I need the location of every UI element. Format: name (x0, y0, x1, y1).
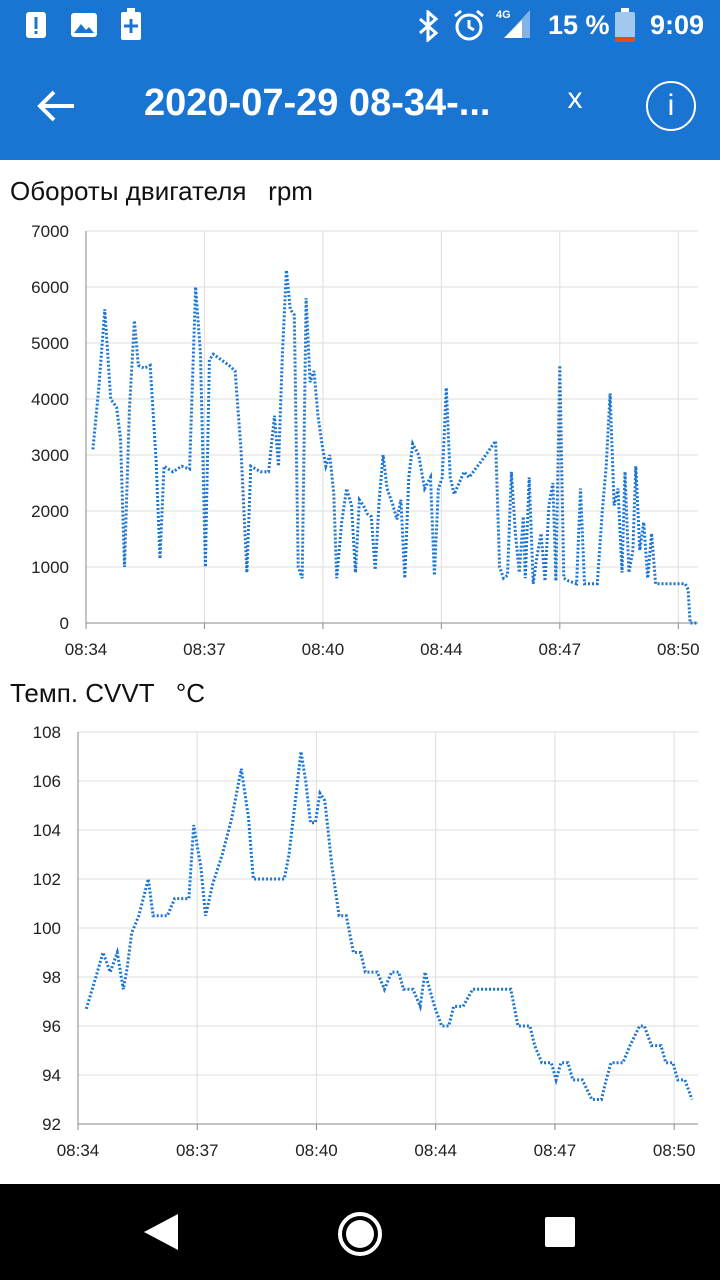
rpm-ytick-label: 2000 (31, 502, 69, 521)
rpm-ytick-label: 6000 (31, 278, 69, 297)
cvvt-xtick-label: 08:37 (176, 1141, 219, 1160)
rpm-ytick-label: 1000 (31, 558, 69, 577)
alert-icon (26, 12, 46, 38)
cvvt-ytick-label: 108 (33, 723, 61, 742)
battery-icon (615, 8, 635, 42)
rpm-xtick-label: 08:40 (302, 640, 345, 659)
cvvt-xtick-label: 08:50 (653, 1141, 696, 1160)
cvvt-ytick-label: 92 (42, 1115, 61, 1134)
page-title: 2020-07-29 08-34-... (144, 82, 491, 124)
rpm-xtick-label: 08:50 (657, 640, 700, 659)
cvvt-chart: 92 94 96 98 100 102 104 106 108 08:34 08:37 08:40 08… (33, 723, 698, 1160)
rpm-chart: 0 1000 2000 3000 4000 5000 6000 7000 08:34 08:37 0… (31, 222, 700, 659)
bluetooth-icon (419, 10, 439, 42)
cvvt-series-line (84, 751, 694, 1101)
alarm-icon (454, 9, 484, 41)
signal-icon: 4G (496, 9, 530, 38)
cvvt-ytick-label: 106 (33, 772, 61, 791)
cvvt-ytick-label: 104 (33, 821, 61, 840)
rpm-xtick-label: 08:44 (420, 640, 463, 659)
cvvt-ytick-label: 94 (42, 1066, 61, 1085)
info-button[interactable]: i (646, 81, 696, 131)
battery-plus-icon (121, 8, 141, 40)
cvvt-xtick-label: 08:44 (414, 1141, 457, 1160)
network-label: 4G (496, 9, 511, 21)
chart-title-cvvt: Темп. CVVT °C (10, 678, 205, 708)
app-bar: 2020-07-29 08-34-... x i (0, 52, 720, 160)
back-triangle-icon[interactable] (138, 1212, 182, 1252)
cvvt-ytick-label: 100 (33, 919, 61, 938)
status-bar: 4G 15 % 9:09 (0, 0, 720, 52)
recents-square-icon[interactable] (544, 1216, 576, 1248)
battery-percent: 15 % (548, 10, 610, 40)
cvvt-xtick-label: 08:40 (295, 1141, 338, 1160)
cvvt-xtick-label: 08:34 (57, 1141, 100, 1160)
back-arrow-icon[interactable] (32, 82, 80, 130)
cvvt-ytick-label: 102 (33, 870, 61, 889)
rpm-xtick-label: 08:37 (183, 640, 226, 659)
cvvt-ytick-label: 98 (42, 968, 61, 987)
clock: 9:09 (649, 10, 704, 40)
rpm-ytick-label: 4000 (31, 390, 69, 409)
navigation-bar (0, 1184, 720, 1280)
rpm-xtick-label: 08:34 (65, 640, 108, 659)
home-circle-icon[interactable] (336, 1210, 384, 1258)
image-icon (71, 13, 97, 37)
cvvt-xtick-label: 08:47 (534, 1141, 577, 1160)
rpm-xtick-label: 08:47 (539, 640, 582, 659)
rpm-ytick-label: 0 (60, 614, 69, 633)
rpm-ytick-label: 5000 (31, 334, 69, 353)
rpm-ytick-label: 3000 (31, 446, 69, 465)
rpm-ytick-label: 7000 (31, 222, 69, 241)
chart-title-rpm: Обороты двигателя rpm (10, 176, 313, 206)
cvvt-ytick-label: 96 (42, 1017, 61, 1036)
close-button[interactable]: x (567, 82, 583, 115)
rpm-series-line (91, 270, 697, 625)
